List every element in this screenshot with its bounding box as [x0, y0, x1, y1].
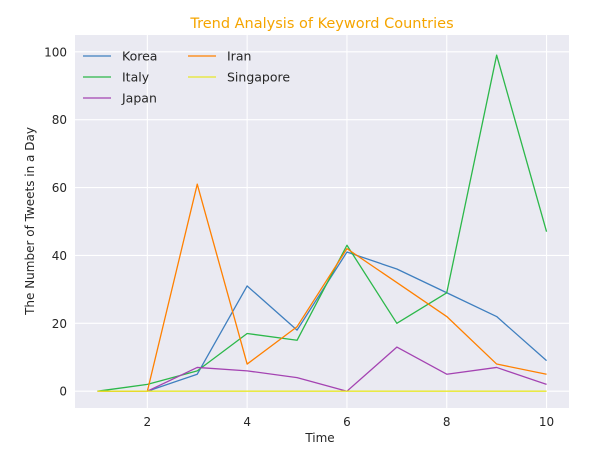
y-tick-label: 60 — [52, 181, 67, 195]
y-tick-labels: 0 20 40 60 80 100 — [44, 45, 67, 398]
x-tick-label: 6 — [343, 415, 351, 429]
x-tick-label: 8 — [443, 415, 451, 429]
y-tick-label: 20 — [52, 317, 67, 331]
x-tick-labels: 2 4 6 8 10 — [144, 415, 555, 429]
chart-title: Trend Analysis of Keyword Countries — [189, 16, 453, 32]
y-tick-label: 0 — [59, 385, 67, 399]
legend-label-japan: Japan — [121, 91, 157, 106]
x-tick-label: 4 — [243, 415, 251, 429]
legend-label-iran: Iran — [227, 49, 251, 64]
legend-label-singapore: Singapore — [227, 70, 290, 85]
legend-label-korea: Korea — [122, 49, 157, 64]
x-tick-label: 10 — [539, 415, 554, 429]
y-axis-label: The Number of Tweets in a Day — [23, 127, 37, 316]
x-tick-label: 2 — [144, 415, 152, 429]
y-tick-label: 100 — [44, 45, 67, 59]
y-tick-label: 80 — [52, 113, 67, 127]
x-axis-label: Time — [304, 431, 334, 445]
legend-label-italy: Italy — [122, 70, 150, 85]
y-tick-label: 40 — [52, 249, 67, 263]
